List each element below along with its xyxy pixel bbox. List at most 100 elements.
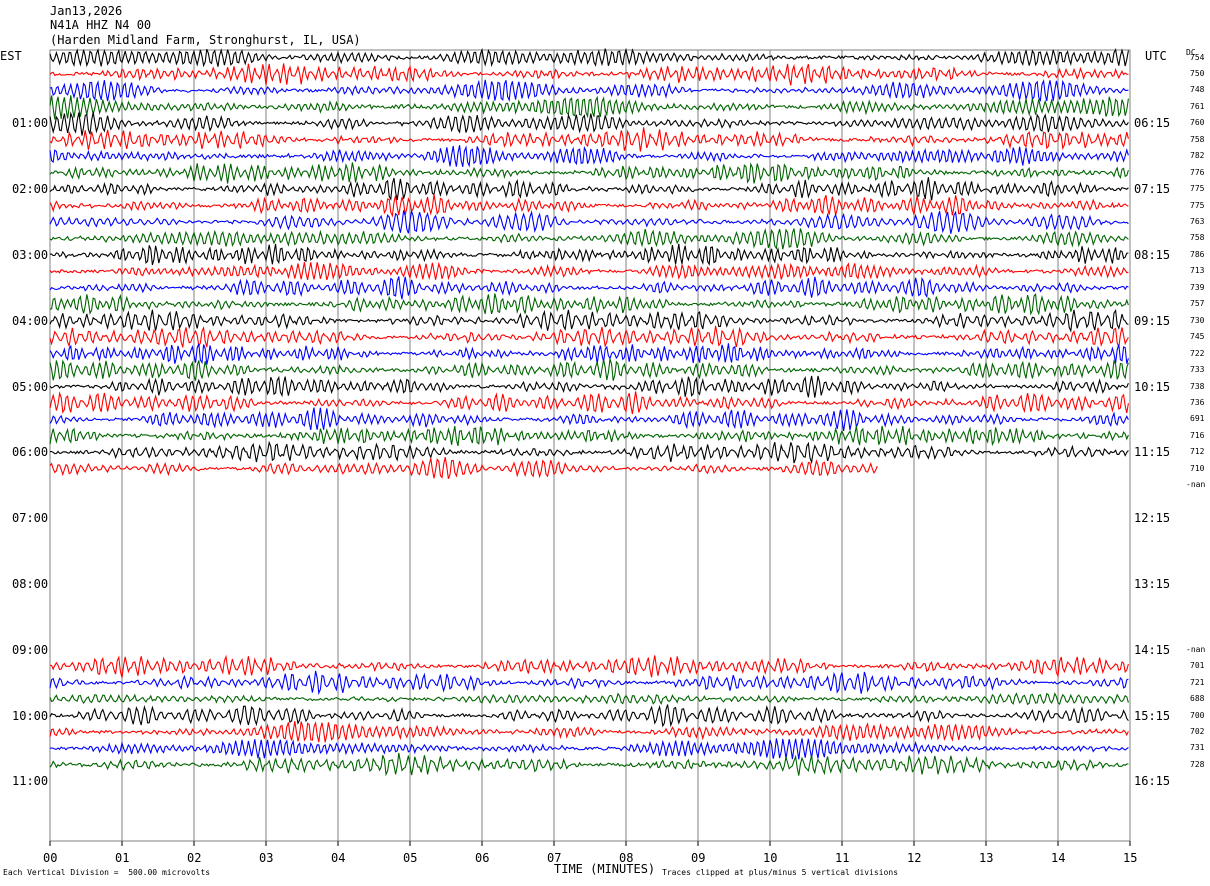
x-tick-label: 09 [691, 851, 706, 865]
dc-offset-label: 748 [1190, 85, 1205, 95]
dc-offset-label: 758 [1190, 134, 1205, 144]
x-tick-label: 07 [547, 851, 562, 865]
scale-note: Each Vertical Division = 500.00 microvol… [3, 868, 211, 877]
x-tick-label: 10 [763, 851, 778, 865]
dc-offset-label: 738 [1190, 381, 1205, 391]
right-hour-label: 11:15 [1134, 445, 1171, 460]
dc-offset-label: 754 [1190, 52, 1205, 62]
plot-frame [49, 49, 1131, 842]
x-tick-label: 12 [907, 851, 922, 865]
right-hour-label: 08:15 [1134, 247, 1171, 262]
trace-line [49, 293, 1129, 316]
trace-line [49, 227, 1129, 251]
trace-line [49, 752, 1129, 777]
trace-line [49, 127, 1129, 152]
x-tick-label: 05 [403, 851, 418, 865]
dc-offset-label: 750 [1190, 68, 1205, 78]
x-tick-label: 06 [475, 851, 490, 865]
trace-line [49, 456, 878, 479]
dc-offset-label: 745 [1190, 332, 1205, 342]
dc-offset-label: 782 [1190, 151, 1205, 161]
trace-line [49, 308, 1129, 333]
trace-line [50, 440, 1129, 465]
trace-line [49, 194, 1129, 218]
x-tick-label: 03 [259, 851, 274, 865]
trace-line [49, 407, 1129, 431]
x-tick-label: 11 [835, 851, 850, 865]
trace-line [49, 145, 1129, 168]
right-hour-label: 10:15 [1134, 379, 1171, 394]
left-hour-label: 11:00 [12, 774, 49, 789]
dc-offset-label: 739 [1190, 282, 1205, 292]
x-tick-label: 08 [619, 851, 634, 865]
left-hour-label: 06:00 [12, 445, 49, 460]
x-tick-label: 13 [979, 851, 994, 865]
trace-line [49, 276, 1129, 300]
dc-offset-label: 758 [1190, 233, 1205, 243]
right-hour-label: 14:15 [1134, 642, 1171, 657]
dc-offset-label: -nan [1186, 480, 1206, 490]
dc-offset-label: 760 [1190, 118, 1205, 128]
trace-line [49, 692, 1129, 706]
trace-line [49, 325, 1129, 349]
dc-offset-label: 712 [1190, 447, 1205, 457]
dc-offset-label: 691 [1190, 414, 1205, 424]
dc-offset-label: 716 [1190, 430, 1205, 440]
dc-offset-label: 776 [1190, 167, 1205, 177]
right-hour-label: 09:15 [1134, 313, 1171, 328]
dc-offset-label: 736 [1190, 397, 1205, 407]
clip-note: Traces clipped at plus/minus 5 vertical … [662, 868, 899, 877]
dc-offset-label: 721 [1190, 677, 1205, 687]
x-tick-label: 02 [187, 851, 202, 865]
x-axis-title: TIME (MINUTES) [554, 862, 656, 876]
dc-offset-label: 761 [1190, 101, 1205, 111]
trace-line [49, 177, 1129, 201]
station-label: N41A HHZ N4 00 [50, 18, 152, 32]
trace-line [49, 654, 1129, 679]
left-hour-label: 04:00 [12, 313, 49, 328]
location-label: (Harden Midland Farm, Stronghurst, IL, U… [50, 33, 361, 47]
dc-offset-label: 757 [1190, 299, 1205, 309]
x-tick-label: 15 [1123, 851, 1138, 865]
dc-offset-label: 775 [1190, 200, 1205, 210]
trace-line [49, 358, 1129, 381]
x-tick-label: 00 [43, 851, 58, 865]
dc-offset-label: 775 [1190, 184, 1205, 194]
x-tick-label: 04 [331, 851, 346, 865]
trace-line [49, 738, 1129, 760]
left-hour-label: 01:00 [12, 116, 49, 131]
left-hour-label: 08:00 [12, 576, 49, 591]
trace-line [49, 391, 1129, 415]
trace-line [49, 425, 1129, 447]
dc-offset-label: -nan [1186, 644, 1206, 654]
dc-offset-label: 786 [1190, 249, 1205, 259]
trace-line [49, 375, 1129, 398]
dc-offset-label: 700 [1190, 710, 1205, 720]
trace-line [49, 261, 1129, 281]
dc-offset-label: 702 [1190, 726, 1205, 736]
trace-line [49, 721, 1129, 743]
right-hour-label: 13:15 [1134, 576, 1171, 591]
dc-header-label: DC [1186, 48, 1196, 57]
dc-offset-label: 722 [1190, 348, 1205, 358]
left-hour-label: 07:00 [12, 511, 49, 526]
right-hour-label: 07:15 [1134, 182, 1171, 197]
date-label: Jan13,2026 [50, 4, 123, 18]
dc-offset-label: 733 [1190, 365, 1205, 375]
trace-line [49, 95, 1129, 120]
left-hour-label: 02:00 [12, 182, 49, 197]
left-hour-label: 10:00 [12, 708, 49, 723]
trace-line [49, 210, 1129, 234]
trace-line [49, 670, 1129, 696]
trace-line [49, 704, 1129, 728]
left-hour-label: 05:00 [12, 379, 49, 394]
right-hour-label: 06:15 [1134, 116, 1171, 131]
right-timezone-label: UTC [1145, 49, 1167, 63]
left-hour-label: 09:00 [12, 642, 49, 657]
left-timezone-label: EST [0, 49, 22, 63]
dc-offset-label: 763 [1190, 217, 1205, 226]
dc-offset-label: 688 [1190, 694, 1205, 704]
x-tick-label: 01 [115, 851, 130, 865]
x-tick-label: 14 [1051, 851, 1066, 865]
